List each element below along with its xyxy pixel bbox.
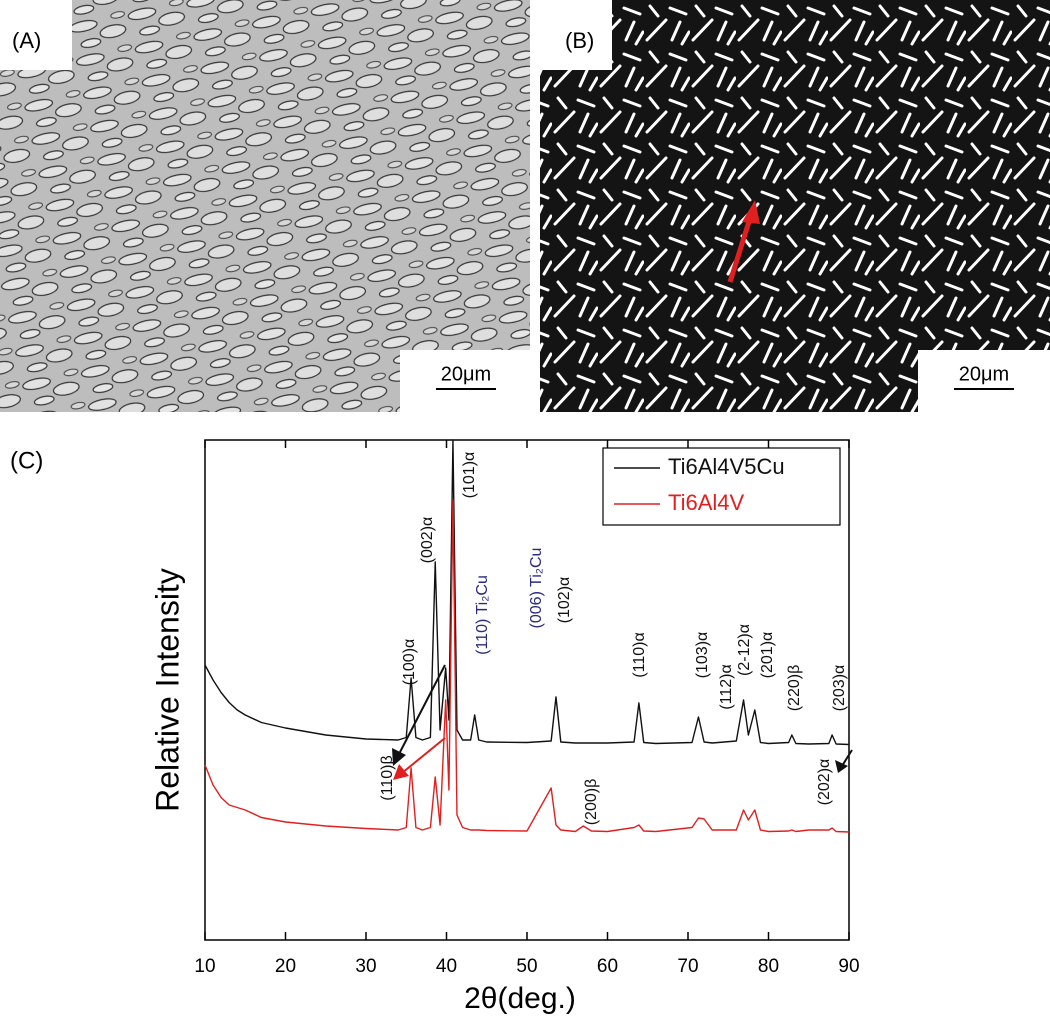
- scale-box: [400, 350, 530, 412]
- x-tick-label: 60: [597, 956, 618, 977]
- panel-label: (A): [12, 28, 41, 53]
- micrograph-a: [0, 0, 530, 412]
- peak-label: (101)α: [461, 452, 478, 499]
- y-axis-label: Relative Intensity: [149, 568, 185, 812]
- peak-label: (100)α: [401, 639, 418, 686]
- peak-label: (103)α: [694, 632, 711, 679]
- arrow: [727, 211, 755, 283]
- peak-label: (110) Ti₂Cu: [474, 575, 491, 655]
- arrow-head: [393, 764, 409, 780]
- x-tick-label: 80: [758, 956, 779, 977]
- peak-label: (112)α: [718, 664, 735, 709]
- peak-label: (102)α: [556, 577, 573, 624]
- panel-label: (B): [565, 28, 594, 53]
- scale-label: 20μm: [959, 363, 1009, 385]
- arrow: [401, 737, 446, 774]
- arrow: [397, 664, 446, 757]
- scale-box: [918, 350, 1050, 412]
- peak-label: (200)β: [583, 779, 600, 826]
- micrograph-b: [540, 0, 1050, 412]
- x-tick-label: 40: [436, 956, 457, 977]
- arrow-head: [392, 748, 406, 766]
- series-line: [204, 499, 850, 833]
- x-tick-label: 20: [275, 956, 296, 977]
- panel-label: (C): [10, 447, 43, 474]
- label-box: [0, 0, 72, 70]
- peak-label: (203)α: [831, 665, 848, 712]
- arrow: [841, 749, 853, 767]
- peak-label: (110)α: [631, 632, 648, 677]
- label-box: [540, 0, 612, 70]
- peak-label: (202)α: [816, 759, 833, 806]
- x-tick-label: 30: [355, 956, 376, 977]
- x-tick-label: 70: [677, 956, 698, 977]
- peak-label: (110)β: [379, 755, 396, 800]
- x-tick-label: 50: [516, 956, 537, 977]
- arrow-head: [835, 760, 848, 773]
- legend-label: Ti6Al4V: [668, 490, 745, 515]
- peak-label: (220)β: [786, 665, 803, 712]
- x-axis-label: 2θ(deg.): [464, 982, 576, 1015]
- arrow-head: [742, 200, 760, 224]
- peak-label: (201)α: [759, 632, 776, 679]
- peak-label: (002)α: [419, 517, 436, 564]
- scale-label: 20μm: [441, 363, 491, 385]
- peak-label: (006) Ti₂Cu: [528, 548, 545, 629]
- legend: [602, 447, 841, 526]
- legend-label: Ti6Al4V5Cu: [668, 454, 785, 479]
- x-tick-label: 10: [194, 956, 215, 977]
- peak-label: (2-12)α: [736, 624, 753, 676]
- series-line: [204, 439, 850, 746]
- x-tick-label: 90: [838, 956, 859, 977]
